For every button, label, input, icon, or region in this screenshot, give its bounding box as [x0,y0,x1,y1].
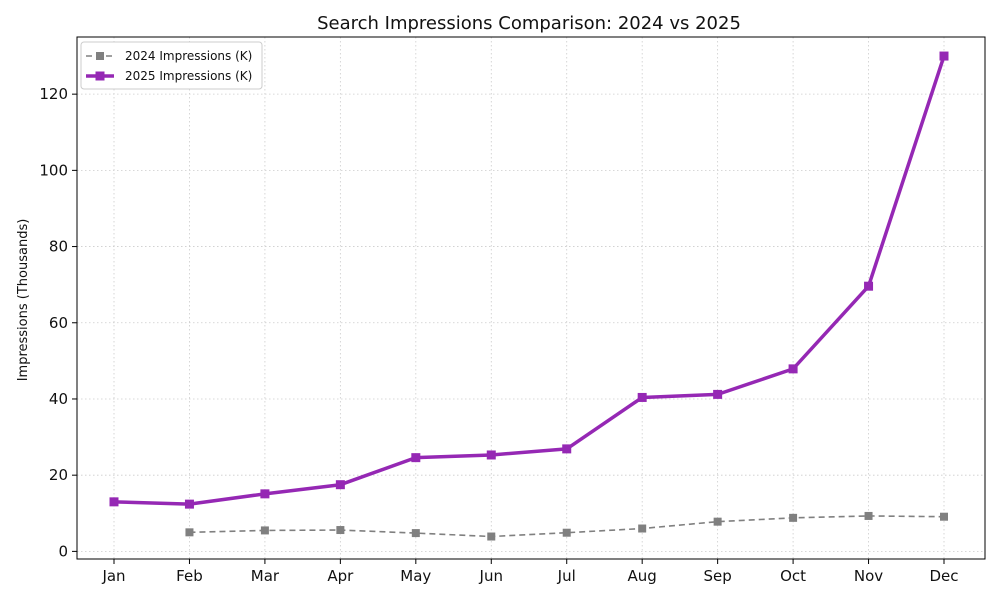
data-point-2 [411,453,421,463]
series-line-2 [113,55,946,506]
data-point-2 [713,389,723,399]
data-point-2 [864,281,874,291]
data-point-2 [486,450,496,460]
data-point-2 [939,51,949,61]
data-point-2 [788,364,798,374]
legend-label: 2025 Impressions (K) [125,69,252,83]
y-axis-ticks: 0 20 40 60 80 100 120 [39,85,77,560]
legend-label: 2024 Impressions (K) [125,49,252,63]
grid-lines [77,37,985,559]
data-point-1 [864,511,873,520]
y-tick-label: 20 [49,466,68,484]
data-point-1 [713,517,722,526]
y-tick-label: 0 [58,542,68,560]
y-tick-label: 120 [39,85,68,103]
x-axis-ticks: Jan Feb Mar Apr May Jun Jul Aug Sep Oct Nov Dec [101,559,959,585]
legend-marker [96,52,104,60]
x-tick-label: Jun [479,567,503,585]
series-line-1 [189,515,945,538]
data-point-1 [789,513,798,522]
plot-frame [76,36,986,560]
data-point-1 [638,524,647,533]
x-tick-label: Nov [854,567,883,585]
x-tick-label: Aug [628,567,657,585]
data-point-2 [109,497,119,507]
x-tick-label: Jan [101,567,125,585]
data-point-1 [185,528,194,537]
legend-marker [95,71,105,81]
data-point-1 [487,532,496,541]
x-tick-label: Sep [703,567,731,585]
data-point-1 [562,528,571,537]
legend: 2024 Impressions (K) 2025 Impressions (K) [80,41,263,90]
data-point-1 [336,526,345,535]
data-point-2 [184,499,194,509]
y-tick-label: 100 [39,161,68,179]
y-tick-label: 40 [49,390,68,408]
chart-title: Search Impressions Comparison: 2024 vs 2… [317,13,741,34]
data-point-2 [637,392,647,402]
data-point-1 [411,529,420,538]
x-tick-label: Oct [780,567,806,585]
data-point-2 [260,489,270,499]
y-tick-label: 80 [49,238,68,256]
legend-box [80,41,263,90]
x-tick-label: Dec [929,567,958,585]
x-tick-label: Apr [327,567,354,585]
data-point-2 [335,480,345,490]
x-tick-label: May [400,567,431,585]
series-layer [109,51,949,541]
data-point-1 [260,526,269,535]
y-axis-label: Impressions (Thousands) [16,219,31,382]
data-point-1 [940,512,948,521]
x-tick-label: Mar [251,567,280,585]
data-point-2 [562,444,572,454]
x-tick-label: Feb [176,567,203,585]
y-tick-label: 60 [49,314,68,332]
x-tick-label: Jul [557,567,576,585]
